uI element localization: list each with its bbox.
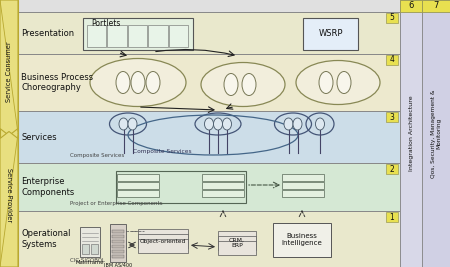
Bar (218, 231, 256, 245)
Text: 5: 5 (390, 14, 395, 22)
Bar (116, 171, 246, 203)
Bar (83, 18, 193, 50)
Bar (386, 13, 398, 23)
Text: WSRP: WSRP (318, 29, 343, 38)
Bar (110, 224, 126, 262)
Ellipse shape (204, 118, 213, 130)
Bar (112, 250, 124, 253)
Ellipse shape (293, 118, 302, 130)
Text: Project or Enterprise Components: Project or Enterprise Components (70, 202, 162, 206)
Bar (282, 182, 324, 189)
Ellipse shape (201, 62, 285, 107)
Bar (108, 25, 127, 47)
Bar (138, 234, 188, 248)
Bar (112, 235, 124, 238)
Bar (273, 223, 331, 257)
Bar (422, 0, 450, 12)
Bar (400, 0, 422, 267)
Bar (18, 54, 400, 111)
Text: Business Process
Choreography: Business Process Choreography (21, 73, 93, 92)
Ellipse shape (146, 72, 160, 93)
Ellipse shape (224, 73, 238, 96)
Text: Service Consumer: Service Consumer (6, 42, 12, 103)
Bar (138, 239, 188, 253)
Bar (282, 174, 324, 181)
Text: 4: 4 (390, 56, 395, 65)
Text: Composite Services: Composite Services (70, 154, 124, 159)
Text: CRM,
ERP: CRM, ERP (229, 238, 245, 248)
Bar (282, 190, 324, 197)
Bar (386, 164, 398, 174)
Text: 1: 1 (390, 213, 394, 222)
Text: Presentation: Presentation (21, 29, 74, 37)
Bar (400, 0, 422, 12)
Text: 6: 6 (408, 2, 414, 10)
Bar (80, 227, 100, 257)
Text: Integration Architecture: Integration Architecture (409, 96, 414, 171)
Bar (112, 240, 124, 243)
Bar (218, 236, 256, 250)
Bar (117, 190, 159, 197)
Bar (169, 25, 188, 47)
Text: Composite Services: Composite Services (133, 148, 192, 154)
Ellipse shape (222, 118, 231, 130)
Text: Enterprise
Components: Enterprise Components (21, 177, 74, 197)
Bar (87, 25, 106, 47)
Bar (112, 255, 124, 258)
Ellipse shape (296, 61, 380, 104)
Text: Business
Intelligence: Business Intelligence (282, 234, 322, 246)
Ellipse shape (337, 72, 351, 93)
Text: 3: 3 (390, 112, 395, 121)
Text: CIC S/COBOL: CIC S/COBOL (70, 257, 105, 262)
Bar (18, 12, 400, 54)
Text: Operational
Systems: Operational Systems (21, 229, 71, 249)
Text: Mainframe: Mainframe (76, 260, 104, 265)
Bar (18, 211, 400, 267)
Bar (18, 111, 400, 163)
Bar (128, 25, 147, 47)
Bar (202, 182, 244, 189)
Text: Service Provider: Service Provider (6, 168, 12, 222)
Ellipse shape (242, 73, 256, 96)
Text: Services: Services (21, 132, 57, 142)
Text: Qos, Security, Management &
Monitoring: Qos, Security, Management & Monitoring (431, 89, 441, 178)
Bar (148, 25, 167, 47)
Bar (117, 182, 159, 189)
Bar (18, 163, 400, 211)
Text: IBM AS/400: IBM AS/400 (104, 262, 132, 267)
Ellipse shape (284, 118, 293, 130)
Polygon shape (0, 0, 18, 135)
Bar (112, 230, 124, 233)
Bar (218, 241, 256, 255)
Ellipse shape (131, 72, 145, 93)
Ellipse shape (213, 118, 222, 130)
Ellipse shape (315, 118, 324, 130)
Bar (0, 0, 18, 267)
Bar (202, 190, 244, 197)
Text: Object-oriented: Object-oriented (140, 238, 186, 244)
Bar (117, 174, 159, 181)
Bar (422, 0, 450, 267)
Bar (386, 212, 398, 222)
Ellipse shape (119, 118, 128, 130)
Bar (91, 244, 98, 254)
Bar (386, 112, 398, 122)
Text: 2: 2 (390, 164, 394, 174)
Ellipse shape (319, 72, 333, 93)
Bar (82, 244, 89, 254)
Ellipse shape (116, 72, 130, 93)
Ellipse shape (128, 118, 137, 130)
Text: Portlets: Portlets (91, 19, 121, 29)
Bar (202, 174, 244, 181)
Polygon shape (0, 132, 18, 267)
Ellipse shape (90, 58, 186, 107)
Bar (138, 229, 188, 243)
Bar (386, 55, 398, 65)
Bar (112, 245, 124, 248)
Bar (303, 18, 358, 50)
Text: 7: 7 (433, 2, 439, 10)
